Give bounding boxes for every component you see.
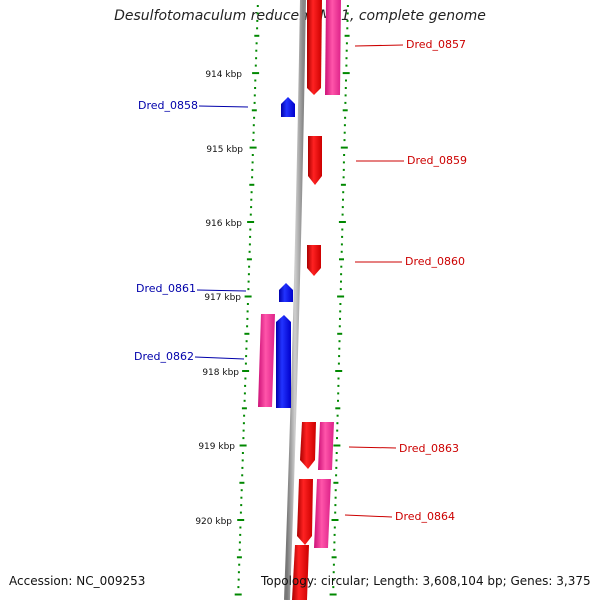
accession-text: Accession: NC_009253: [9, 574, 146, 588]
gene-label-dred-0858[interactable]: Dred_0858: [138, 99, 198, 112]
forward-features: [292, 0, 341, 600]
gene-labels: Dred_0857 Dred_0858 Dred_0859 Dred_0860 …: [134, 38, 467, 523]
reverse-features: [258, 97, 295, 408]
leader-dred-0862: [194, 356, 245, 360]
ruler-label-914: 914 kbp: [205, 70, 242, 80]
gene-label-dred-0857[interactable]: Dred_0857: [406, 38, 466, 51]
left-ruler-ticks: [234, 5, 260, 596]
right-ruler-ticks: [329, 5, 350, 596]
ruler-label-919: 919 kbp: [198, 442, 235, 452]
gene-label-dred-0859[interactable]: Dred_0859: [407, 154, 467, 167]
ruler-labels: 914 kbp 915 kbp 916 kbp 917 kbp 918 kbp …: [195, 70, 243, 527]
feature-dred-0857[interactable]: [307, 0, 322, 95]
leader-dred-0864: [344, 514, 393, 518]
feature-orf-0863-right[interactable]: [318, 422, 334, 470]
ruler-label-917: 917 kbp: [204, 293, 241, 303]
genome-backbone: [284, 0, 306, 600]
feature-dred-0861[interactable]: [279, 283, 293, 302]
ruler-label-918: 918 kbp: [202, 368, 239, 378]
feature-dred-0863[interactable]: [300, 422, 316, 469]
gene-label-dred-0860[interactable]: Dred_0860: [405, 255, 465, 268]
leader-dred-0858: [198, 105, 249, 108]
leader-dred-0857: [354, 44, 404, 47]
gene-label-dred-0862[interactable]: Dred_0862: [134, 350, 194, 363]
feature-dred-0864[interactable]: [297, 479, 313, 545]
feature-dred-0862[interactable]: [276, 315, 291, 408]
gene-label-dred-0861[interactable]: Dred_0861: [136, 282, 196, 295]
feature-orf-bottom[interactable]: [292, 545, 309, 600]
ruler-label-920: 920 kbp: [195, 517, 232, 527]
feature-dred-0858[interactable]: [281, 97, 295, 117]
label-leader-lines: [194, 44, 404, 518]
leader-dred-0861: [196, 289, 247, 292]
feature-orf-0864-right[interactable]: [314, 479, 331, 548]
feature-orf-0862-left[interactable]: [258, 314, 275, 407]
topology-text: Topology: circular; Length: 3,608,104 bp…: [261, 574, 591, 588]
ruler-label-915: 915 kbp: [206, 145, 243, 155]
ruler-label-916: 916 kbp: [205, 219, 242, 229]
gene-label-dred-0863[interactable]: Dred_0863: [399, 442, 459, 455]
feature-dred-0860[interactable]: [307, 245, 321, 276]
feature-dred-0859[interactable]: [308, 136, 322, 185]
feature-orf-top-right[interactable]: [325, 0, 341, 95]
leader-dred-0863: [348, 446, 397, 449]
gene-label-dred-0864[interactable]: Dred_0864: [395, 510, 455, 523]
